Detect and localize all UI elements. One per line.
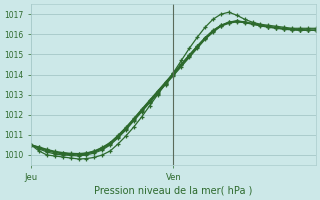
X-axis label: Pression niveau de la mer( hPa ): Pression niveau de la mer( hPa )	[94, 186, 252, 196]
